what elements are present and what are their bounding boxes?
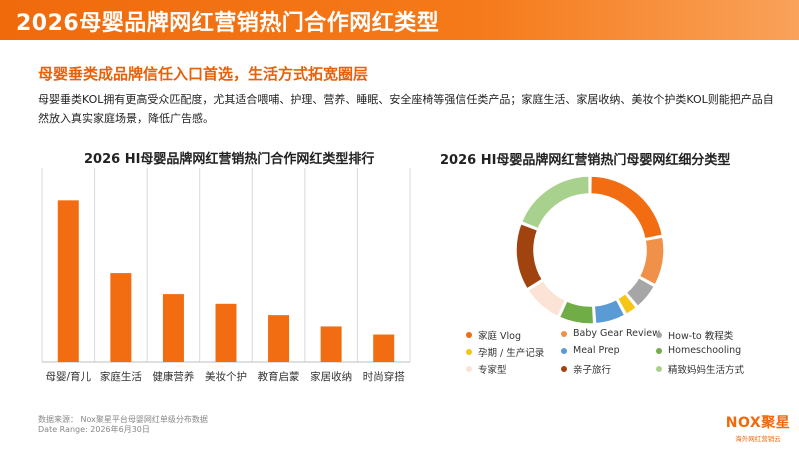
legend-label: How-to 教程类 [668, 331, 734, 342]
donut-slice-0 [589, 175, 664, 240]
legend-label: Meal Prep [573, 345, 620, 356]
legend-label: 家庭 Vlog [478, 331, 522, 342]
x-tick-label: 美妆个护 [205, 370, 247, 383]
x-tick-label: 母婴/育儿 [46, 370, 92, 383]
donut-slice-2 [625, 276, 656, 308]
legend-item: 专家型 [466, 362, 507, 376]
bar-5 [320, 326, 342, 362]
x-tick-label: 时尚穿搭 [363, 370, 405, 383]
legend-label: 专家型 [478, 365, 507, 376]
data-source: 数据来源： Nox聚星平台母婴网红单级分布数据 Date Range: 2026… [38, 415, 208, 435]
bar-0 [57, 200, 79, 362]
bar-2 [162, 294, 184, 362]
bar-chart-title: 2026 HI母婴品牌网红营销热门合作网红类型排行 [84, 152, 375, 167]
bar-6 [373, 334, 395, 362]
legend-item: Meal Prep [561, 345, 620, 356]
legend-item: How-to 教程类 [656, 328, 733, 342]
legend-swatch [656, 366, 662, 372]
donut-slice-5 [558, 299, 595, 325]
title-bar: 2026母婴品牌网红营销热门合作网红类型 [0, 0, 799, 40]
bar-4 [268, 315, 290, 362]
donut-slice-6 [526, 279, 567, 318]
donut-slice-7 [515, 222, 544, 290]
legend-item: Homeschooling [656, 345, 741, 356]
legend-swatch [561, 366, 567, 372]
x-tick-label: 家居收纳 [310, 370, 352, 383]
legend-label: Homeschooling [668, 345, 742, 356]
legend-item: 亲子旅行 [561, 362, 611, 376]
x-tick-label: 健康营养 [152, 370, 194, 383]
legend-item: Baby Gear Review [561, 328, 660, 339]
date-range-line: Date Range: 2026年6月30日 [38, 425, 150, 434]
bar-1 [110, 273, 132, 362]
legend-swatch [561, 347, 567, 354]
legend-swatch [466, 349, 472, 355]
legend-label: 孕期 / 生产记录 [478, 348, 545, 359]
donut-slice-4 [593, 298, 626, 325]
description: 母婴垂类KOL拥有更高受众匹配度，尤其适合喂哺、护理、营养、睡眠、安全座椅等强信… [38, 93, 774, 125]
legend-swatch [466, 332, 472, 338]
logo-text: NOX聚星 [725, 415, 791, 431]
donut-slice-1 [638, 236, 665, 286]
legend-item: 孕期 / 生产记录 [466, 345, 544, 359]
headline: 母婴垂类成品牌信任入口首选，生活方式拓宽圈层 [38, 65, 369, 83]
nox-logo: NOX聚星 海外网红营销云 [723, 412, 793, 443]
donut-chart-title: 2026 HI母婴品牌网红营销热门母婴网红细分类型 [440, 153, 731, 168]
bar-3 [215, 303, 237, 362]
x-tick-label: 教育启蒙 [258, 370, 300, 383]
legend-label: 亲子旅行 [573, 365, 612, 376]
legend-label: Baby Gear Review [573, 328, 660, 339]
legend-swatch [656, 332, 662, 338]
legend-swatch [656, 347, 662, 354]
legend-label: 精致妈妈生活方式 [668, 365, 745, 376]
x-tick-label: 家庭生活 [100, 370, 142, 383]
donut-slice-3 [616, 292, 638, 316]
legend-swatch [466, 366, 472, 372]
logo-tagline: 海外网红营销云 [735, 435, 781, 443]
page-title: 2026母婴品牌网红营销热门合作网红类型 [16, 11, 440, 36]
source-line: 数据来源： Nox聚星平台母婴网红单级分布数据 [38, 415, 208, 424]
donut-slice-8 [520, 175, 591, 230]
legend-item: 精致妈妈生活方式 [656, 362, 744, 376]
legend-item: 家庭 Vlog [466, 328, 521, 342]
legend-swatch [561, 330, 567, 337]
